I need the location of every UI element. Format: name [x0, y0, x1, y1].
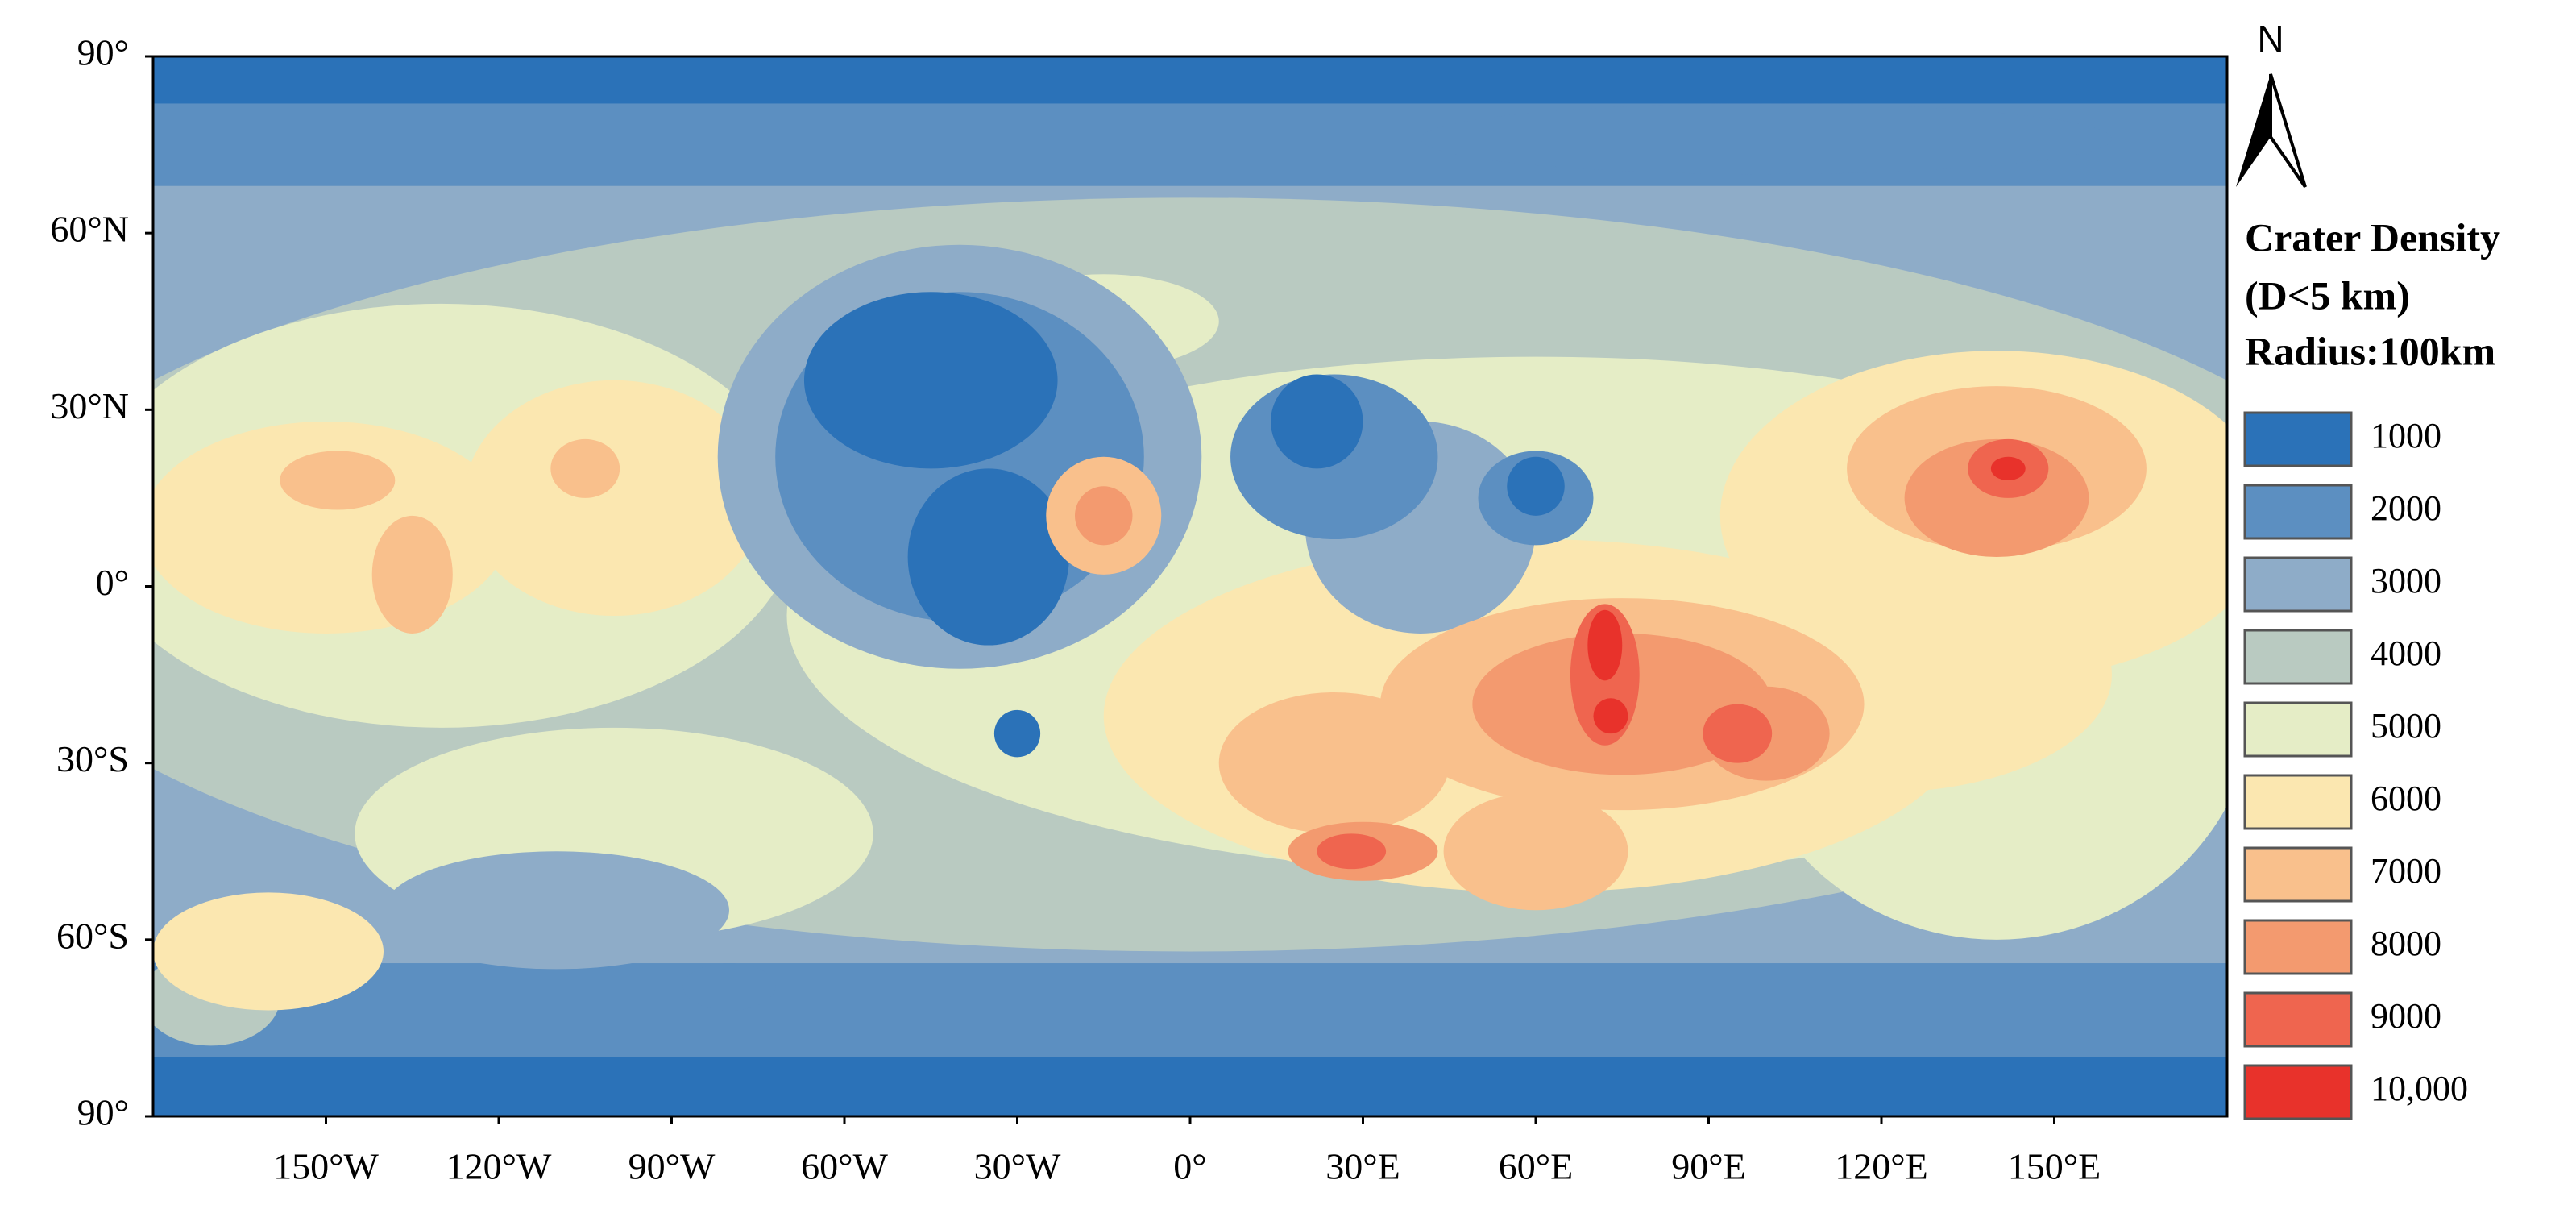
legend-swatch [2243, 774, 2353, 830]
north-arrow: N [2236, 18, 2307, 189]
density-zone [1587, 609, 1623, 681]
x-tick-label: 90°W [628, 1146, 716, 1187]
density-zone [153, 892, 384, 1011]
density-zone [993, 709, 1041, 758]
legend-label: 3000 [2371, 561, 2441, 600]
legend-label: 2000 [2371, 488, 2441, 528]
legend-title: (D<5 km) [2245, 272, 2410, 318]
legend-swatch [2243, 846, 2353, 903]
density-zone [153, 1057, 2227, 1116]
legend-label: 9000 [2371, 996, 2441, 1036]
legend-label: 6000 [2371, 779, 2441, 818]
y-tick-label: 30°N [50, 385, 129, 426]
density-zone [1075, 486, 1133, 546]
legend-swatch [2243, 701, 2353, 758]
density-zone [1703, 704, 1773, 763]
x-tick-label: 150°E [2008, 1146, 2101, 1187]
density-zone [1507, 456, 1565, 516]
y-tick-label: 90° [77, 1092, 129, 1133]
north-arrow-left [2236, 74, 2271, 187]
north-label: N [2257, 18, 2284, 60]
legend-label: 7000 [2371, 851, 2441, 891]
legend-swatch [2243, 556, 2353, 613]
x-tick-label: 30°W [974, 1146, 1061, 1187]
legend-swatch [2243, 991, 2353, 1048]
density-zone [384, 851, 729, 970]
x-tick-label: 150°W [273, 1146, 379, 1187]
legend-title: Crater Density [2245, 214, 2500, 260]
density-zone [1421, 103, 2112, 175]
density-field [153, 56, 2227, 1116]
density-zone [803, 292, 1058, 469]
legend-title: Radius:100km [2245, 328, 2495, 373]
density-zone [371, 515, 453, 634]
density-zone [1593, 698, 1628, 734]
density-zone [1271, 374, 1363, 469]
density-zone [1317, 833, 1387, 870]
density-zone [280, 451, 396, 510]
legend-label: 5000 [2371, 706, 2441, 746]
legend-swatch [2243, 919, 2353, 975]
y-tick-label: 60°S [56, 915, 129, 956]
y-tick-label: 90° [77, 32, 129, 73]
legend-swatch [2243, 629, 2353, 685]
legend-swatch [2243, 411, 2353, 467]
x-tick-label: 90°E [1671, 1146, 1746, 1187]
x-tick-label: 30°E [1325, 1146, 1400, 1187]
y-tick-label: 0° [96, 562, 129, 603]
density-zone [550, 438, 620, 498]
legend-label: 4000 [2371, 634, 2441, 673]
legend-swatch [2243, 1064, 2353, 1120]
x-tick-label: 0° [1173, 1146, 1206, 1187]
legend-swatch [2243, 484, 2353, 540]
y-tick-label: 30°S [56, 738, 129, 779]
density-zone [1990, 456, 2026, 481]
legend-label: 1000 [2371, 416, 2441, 455]
x-tick-label: 120°W [446, 1146, 552, 1187]
north-arrow-right [2269, 73, 2307, 189]
legend-label: 8000 [2371, 924, 2441, 963]
density-zone [464, 380, 764, 617]
x-tick-label: 60°E [1499, 1146, 1574, 1187]
density-zone [682, 963, 776, 1011]
x-tick-label: 120°E [1835, 1146, 1928, 1187]
y-tick-label: 60°N [50, 209, 129, 250]
density-zone [1443, 792, 1628, 911]
density-zone [907, 468, 1069, 646]
legend-label: 10,000 [2371, 1069, 2468, 1108]
density-zone [153, 56, 2227, 104]
x-tick-label: 60°W [801, 1146, 888, 1187]
